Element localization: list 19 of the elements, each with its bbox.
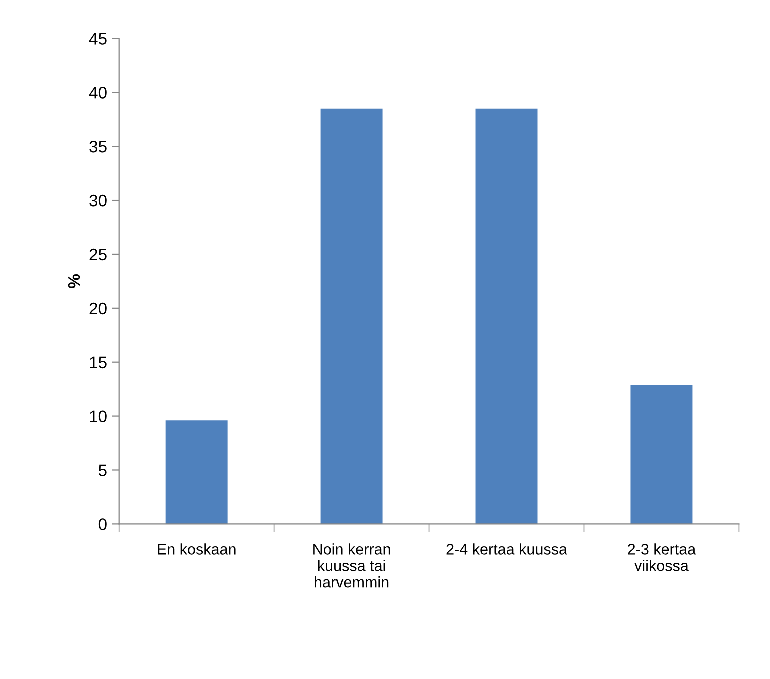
y-axis-title: % [68, 274, 80, 288]
x-tick-label: En koskaan [158, 544, 236, 555]
x-tick-label: 2-4 kertaa kuussa [446, 544, 568, 555]
y-tick-label: 45 [89, 33, 107, 45]
y-tick-label: 20 [90, 302, 107, 315]
bar [476, 108, 538, 524]
y-tick-label: 35 [90, 140, 107, 153]
y-tick-label: 40 [89, 87, 107, 99]
y-tick-label: 15 [90, 356, 107, 369]
y-tick-label: 25 [90, 248, 107, 261]
bar [630, 385, 693, 524]
y-tick-label: 10 [90, 410, 107, 423]
y-tick-label: 30 [90, 194, 107, 207]
bar [320, 108, 383, 524]
x-tick-label: 2-3 kertaa viikossa [628, 544, 696, 572]
y-tick-label: 5 [98, 464, 107, 476]
x-tick-label: Noin kerran kuussa tai harvemmin [314, 544, 390, 588]
y-tick-label: 0 [98, 518, 107, 530]
bar [166, 420, 228, 524]
